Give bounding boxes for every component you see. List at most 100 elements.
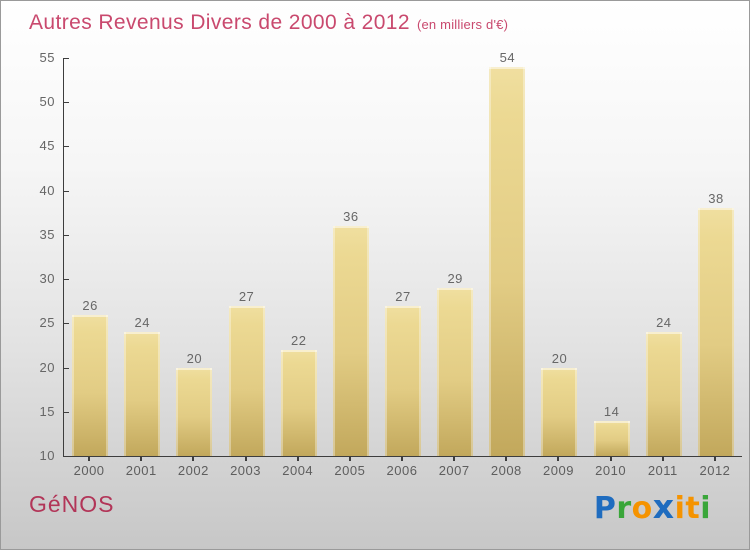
x-cell: 2012 — [689, 457, 741, 478]
x-tick-mark — [609, 457, 612, 461]
x-category-label: 2008 — [490, 463, 522, 478]
x-tick-mark — [453, 457, 456, 461]
bar-value-label: 38 — [708, 191, 724, 207]
x-category-label: 2005 — [334, 463, 366, 478]
bar-value-label: 54 — [499, 49, 516, 65]
x-tick-mark — [713, 457, 716, 461]
logo-letter: i — [700, 491, 711, 526]
x-tick-mark — [401, 457, 404, 461]
bar-2005 — [332, 226, 369, 456]
y-tick-label: 25 — [39, 315, 55, 331]
bar-slot: 24 — [116, 315, 168, 456]
bar-2012 — [697, 208, 734, 456]
bar-2004 — [280, 349, 317, 456]
y-tick-label: 35 — [39, 226, 55, 242]
x-category-label: 2004 — [282, 463, 314, 478]
bar-2010 — [593, 420, 630, 456]
proxiti-logo: Proxiti — [594, 487, 711, 526]
x-category-label: 2011 — [647, 463, 678, 478]
x-cell: 2008 — [480, 457, 532, 478]
chart-header: Autres Revenus Divers de 2000 à 2012 (en … — [29, 11, 508, 35]
x-tick-mark — [140, 457, 143, 461]
x-cell: 2002 — [167, 457, 219, 478]
y-tick-label: 10 — [39, 448, 55, 463]
chart-subtitle: (en milliers d'€) — [416, 17, 509, 32]
x-cell: 2003 — [219, 457, 271, 478]
y-tick-label: 40 — [39, 182, 55, 198]
x-tick-mark — [505, 457, 508, 461]
x-cell: 2001 — [115, 457, 167, 478]
x-cell: 2000 — [63, 457, 115, 478]
logo-letter: r — [616, 491, 632, 526]
x-axis: 2000 2001 2002 2003 2004 2005 2006 2007 2008 2009… — [63, 457, 741, 478]
logo-letter: P — [593, 491, 617, 526]
bar-slot: 26 — [64, 297, 116, 456]
bar-2007 — [437, 287, 474, 456]
bar-2009 — [541, 367, 578, 456]
bar-slot: 29 — [429, 271, 481, 456]
logo-letter: o — [631, 491, 653, 526]
x-category-label: 2009 — [543, 463, 574, 478]
x-tick-mark — [192, 457, 195, 461]
bar-2008 — [489, 66, 526, 456]
bar-value-label: 14 — [603, 403, 620, 419]
x-category-label: 2007 — [438, 463, 470, 478]
x-tick-mark — [661, 457, 664, 461]
bar-slot: 38 — [690, 191, 742, 456]
y-tick-label: 55 — [39, 50, 55, 65]
x-category-label: 2006 — [386, 463, 418, 478]
bar-value-label: 36 — [343, 209, 359, 225]
x-category-label: 2000 — [73, 463, 105, 478]
x-tick-mark — [348, 457, 351, 461]
bar-2002 — [176, 367, 213, 456]
bar-2011 — [645, 332, 682, 456]
bar-slot: 20 — [533, 351, 585, 456]
x-cell: 2010 — [585, 457, 637, 478]
y-tick-label: 45 — [39, 138, 55, 154]
bar-value-label: 27 — [238, 288, 255, 304]
x-tick-mark — [244, 457, 247, 461]
bar-2000 — [72, 314, 109, 456]
bar-value-label: 29 — [447, 270, 463, 286]
x-cell: 2004 — [272, 457, 324, 478]
bar-slot: 54 — [481, 50, 533, 456]
bar-2001 — [124, 332, 161, 456]
x-cell: 2009 — [532, 457, 584, 478]
bar-slot: 27 — [220, 289, 272, 456]
chart-title: Autres Revenus Divers de 2000 à 2012 — [29, 11, 410, 34]
bar-slot: 27 — [377, 289, 429, 456]
bar-value-label: 22 — [290, 332, 307, 348]
x-tick-mark — [296, 457, 299, 461]
bar-slot: 24 — [638, 315, 690, 456]
logo-letter: i — [674, 491, 686, 526]
bar-slot: 14 — [586, 404, 638, 456]
bars-container: 26 24 20 27 22 36 27 29 54 20 14 24 38 — [64, 50, 742, 456]
y-tick-label: 50 — [39, 94, 55, 110]
x-tick-mark — [88, 457, 91, 461]
bar-slot: 22 — [273, 333, 325, 456]
bar-value-label: 24 — [134, 315, 150, 331]
plot-area: 26 24 20 27 22 36 27 29 54 20 14 24 38 — [63, 50, 742, 457]
bar-value-label: 24 — [656, 315, 672, 331]
x-cell: 2007 — [428, 457, 480, 478]
x-category-label: 2010 — [595, 463, 627, 478]
x-category-label: 2003 — [230, 463, 261, 478]
bar-2006 — [385, 305, 422, 456]
x-cell: 2006 — [376, 457, 428, 478]
bar-slot: 20 — [168, 351, 220, 456]
y-tick-label: 20 — [39, 359, 55, 375]
x-category-label: 2012 — [699, 463, 731, 478]
x-tick-mark — [557, 457, 560, 461]
y-tick-label: 30 — [39, 271, 55, 287]
x-category-label: 2001 — [125, 463, 157, 478]
bar-2003 — [228, 305, 265, 456]
x-category-label: 2002 — [177, 463, 209, 478]
bar-value-label: 20 — [186, 350, 203, 366]
bar-value-label: 26 — [82, 297, 98, 313]
x-cell: 2005 — [324, 457, 376, 478]
x-cell: 2011 — [637, 457, 689, 478]
y-tick-label: 15 — [39, 403, 55, 419]
bar-value-label: 27 — [395, 288, 411, 304]
logo-letter: x — [652, 487, 675, 526]
